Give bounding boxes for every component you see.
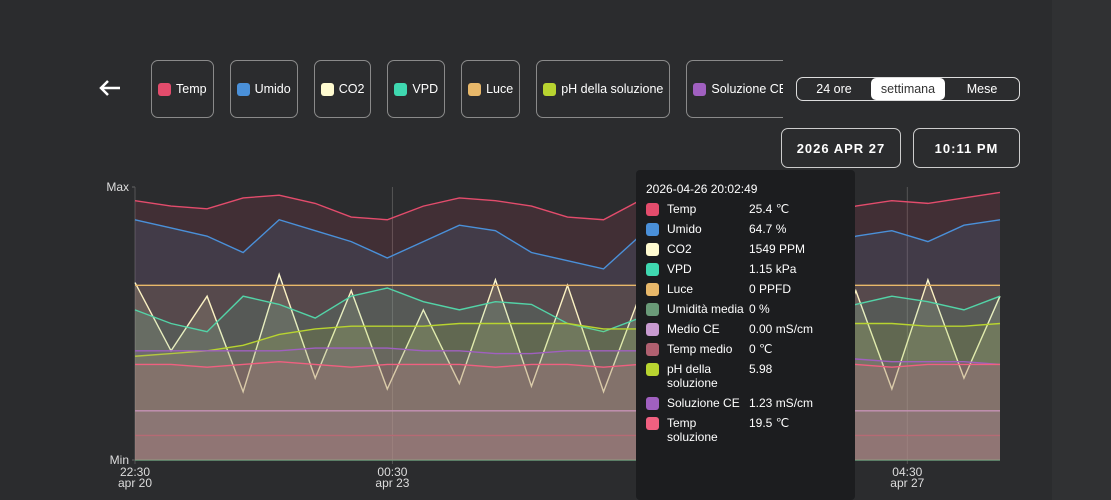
tooltip-row: Soluzione CE 1.23 mS/cm <box>646 396 845 410</box>
side-panel <box>1052 0 1111 500</box>
tooltip-swatch <box>646 323 659 336</box>
chip-swatch <box>543 82 557 96</box>
series-chip[interactable]: VPD <box>387 60 446 118</box>
tooltip-value: 0 PPFD <box>749 282 792 296</box>
series-line <box>134 218 1001 270</box>
tooltip-value: 64.7 % <box>749 222 787 236</box>
chip-swatch <box>693 82 707 96</box>
series-line <box>134 322 1001 357</box>
chip-swatch <box>394 82 408 96</box>
chip-swatch <box>468 82 482 96</box>
x-tick-label: 04:30 apr 27 <box>890 465 924 490</box>
tooltip-row: Temp soluzione 19.5 ℃ <box>646 416 845 444</box>
series-chip[interactable]: pH della soluzione <box>536 60 671 118</box>
range-toggle: 24 ore settimana Mese <box>796 77 1020 101</box>
tooltip-row: Luce 0 PPFD <box>646 282 845 296</box>
time-button[interactable]: 10:11 PM <box>913 128 1020 168</box>
x-tick-label: 22:30 apr 20 <box>118 465 152 490</box>
chip-label: pH della soluzione <box>561 82 664 96</box>
x-tick-line: apr 20 <box>118 476 152 490</box>
tooltip-swatch <box>646 203 659 216</box>
tooltip-swatch <box>646 283 659 296</box>
tooltip-name: VPD <box>667 262 692 276</box>
tooltip-value: 1.23 mS/cm <box>749 396 814 410</box>
back-button[interactable] <box>96 74 124 102</box>
series-line <box>135 347 1001 366</box>
tooltip-swatch <box>646 303 659 316</box>
tooltip-name: Umidità media <box>667 302 744 316</box>
series-area <box>135 361 1000 460</box>
tooltip-name: Temp <box>667 202 697 216</box>
tooltip-name: Umido <box>667 222 702 236</box>
chip-label: Umido <box>254 82 291 96</box>
tooltip-swatch <box>646 343 659 356</box>
chip-label: Soluzione CE <box>711 82 783 96</box>
x-tick-line: 04:30 <box>892 465 922 479</box>
tooltip-swatch <box>646 363 659 376</box>
tooltip-row: Temp medio 0 ℃ <box>646 342 845 356</box>
tooltip-row: Temp 25.4 ℃ <box>646 202 845 216</box>
tooltip-swatch <box>646 243 659 256</box>
series-chip[interactable]: Umido <box>229 60 298 118</box>
tooltip-value: 0.00 mS/cm <box>749 322 814 336</box>
range-option[interactable]: Mese <box>966 82 998 96</box>
series-chip[interactable]: Luce <box>461 60 521 118</box>
tooltip-row: Umido 64.7 % <box>646 222 845 236</box>
tooltip-value: 1549 PPM <box>749 242 806 256</box>
range-option[interactable]: settimana <box>871 78 945 100</box>
tooltip-swatch <box>646 263 659 276</box>
tooltip-row: CO2 1549 PPM <box>646 242 845 256</box>
tooltip-name: Medio CE <box>667 322 720 336</box>
tooltip: 2026-04-26 20:02:49 Temp 25.4 ℃ Umido 64.7 … <box>636 170 855 500</box>
chip-swatch <box>158 82 171 96</box>
x-tick-line: apr 27 <box>890 476 924 490</box>
tooltip-value: 19.5 ℃ <box>749 416 790 430</box>
series-line <box>135 361 1000 368</box>
series-chip[interactable]: CO2 <box>313 60 372 118</box>
tooltip-row: Umidità media 0 % <box>646 302 845 316</box>
x-tick-label: 00:30 apr 23 <box>375 465 409 490</box>
tooltip-name: Luce <box>667 282 694 296</box>
tooltip-name: CO2 <box>667 242 692 256</box>
chip-swatch <box>236 82 250 96</box>
tooltip-name: Soluzione CE <box>667 396 740 410</box>
x-tick-line: 22:30 <box>120 465 150 479</box>
tooltip-value: 0 % <box>749 302 770 316</box>
tooltip-value: 0 ℃ <box>749 342 773 356</box>
tooltip-row: Medio CE 0.00 mS/cm <box>646 322 845 336</box>
date-button[interactable]: 2026 APR 27 <box>781 128 901 168</box>
tooltip-row: pH della soluzione 5.98 <box>646 362 845 390</box>
x-tick-line: apr 23 <box>375 476 409 490</box>
tooltip-name: pH della soluzione <box>667 362 718 390</box>
tooltip-name: Temp medio <box>667 342 733 356</box>
series-chip[interactable]: Temp <box>151 60 214 118</box>
tooltip-row: VPD 1.15 kPa <box>646 262 845 276</box>
series-filters: Temp Umido CO2 VPD Luce pH della soluzione Sol… <box>151 60 783 118</box>
tooltip-value: 25.4 ℃ <box>749 202 790 216</box>
chip-label: Temp <box>176 82 207 96</box>
chip-label: VPD <box>412 82 439 96</box>
tooltip-swatch <box>646 417 659 430</box>
series-chip[interactable]: Soluzione CE <box>686 60 783 118</box>
range-option[interactable]: 24 ore <box>816 82 852 96</box>
tooltip-time: 2026-04-26 20:02:49 <box>646 182 758 196</box>
tooltip-swatch <box>646 397 659 410</box>
chip-label: Luce <box>486 82 514 96</box>
tooltip-value: 5.98 <box>749 362 773 376</box>
tooltip-value: 1.15 kPa <box>749 262 797 276</box>
tooltip-name: Temp soluzione <box>667 416 718 444</box>
y-tick-label: Max <box>106 180 129 194</box>
series-line <box>134 191 1001 221</box>
chip-label: CO2 <box>338 82 365 96</box>
chip-swatch <box>320 82 334 96</box>
tooltip-swatch <box>646 223 659 236</box>
y-tick-label: Min <box>110 453 129 467</box>
x-tick-line: 00:30 <box>377 465 407 479</box>
